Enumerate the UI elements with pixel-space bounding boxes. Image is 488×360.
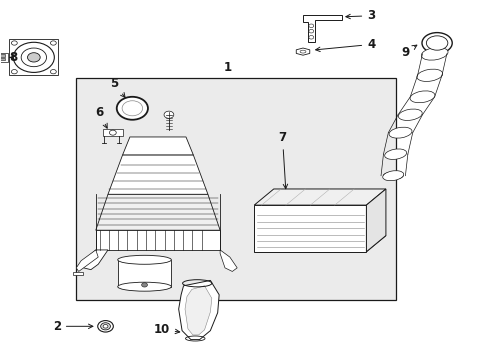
Circle shape <box>27 53 40 62</box>
Circle shape <box>11 69 17 74</box>
Text: 8: 8 <box>9 51 17 64</box>
Text: 4: 4 <box>315 38 375 51</box>
Circle shape <box>163 111 173 118</box>
Polygon shape <box>184 286 211 335</box>
Bar <box>76 78 395 300</box>
Polygon shape <box>76 250 98 271</box>
Bar <box>103 129 122 136</box>
Ellipse shape <box>118 282 171 291</box>
Ellipse shape <box>103 324 108 328</box>
Text: 2: 2 <box>53 320 93 333</box>
Polygon shape <box>220 250 237 271</box>
Circle shape <box>142 283 147 287</box>
Text: 9: 9 <box>401 45 416 59</box>
Polygon shape <box>108 155 207 194</box>
Polygon shape <box>96 194 220 230</box>
Circle shape <box>50 41 56 45</box>
Text: 7: 7 <box>278 131 287 189</box>
Ellipse shape <box>398 109 421 121</box>
Circle shape <box>21 48 46 67</box>
Polygon shape <box>178 280 219 339</box>
Circle shape <box>308 30 313 33</box>
Polygon shape <box>254 235 385 252</box>
Bar <box>96 230 220 250</box>
Ellipse shape <box>421 48 447 60</box>
Ellipse shape <box>421 33 451 53</box>
Polygon shape <box>303 15 341 42</box>
Bar <box>73 272 82 275</box>
Polygon shape <box>83 250 108 270</box>
Circle shape <box>117 97 148 120</box>
Ellipse shape <box>416 69 442 81</box>
Ellipse shape <box>300 50 305 53</box>
Polygon shape <box>254 189 385 205</box>
Text: 6: 6 <box>95 106 107 128</box>
Polygon shape <box>366 189 385 252</box>
Ellipse shape <box>101 323 110 330</box>
Bar <box>0 54 4 57</box>
Ellipse shape <box>118 255 171 264</box>
Text: 3: 3 <box>345 9 375 22</box>
Ellipse shape <box>98 320 113 332</box>
Ellipse shape <box>409 91 434 103</box>
Bar <box>9 40 58 75</box>
Ellipse shape <box>383 172 402 179</box>
Circle shape <box>308 24 313 28</box>
Circle shape <box>13 42 54 72</box>
Ellipse shape <box>384 149 406 159</box>
Text: 1: 1 <box>223 60 231 73</box>
Ellipse shape <box>382 171 403 181</box>
Circle shape <box>50 69 56 74</box>
Text: 5: 5 <box>109 77 125 97</box>
Polygon shape <box>254 205 366 252</box>
Bar <box>118 260 171 287</box>
Circle shape <box>308 36 313 39</box>
Polygon shape <box>296 48 309 55</box>
Ellipse shape <box>388 127 411 138</box>
Text: 10: 10 <box>153 323 180 336</box>
Ellipse shape <box>426 36 447 50</box>
Circle shape <box>11 41 17 45</box>
Circle shape <box>109 130 116 135</box>
Polygon shape <box>122 137 193 155</box>
Bar <box>0 53 7 62</box>
Bar <box>0 58 4 60</box>
